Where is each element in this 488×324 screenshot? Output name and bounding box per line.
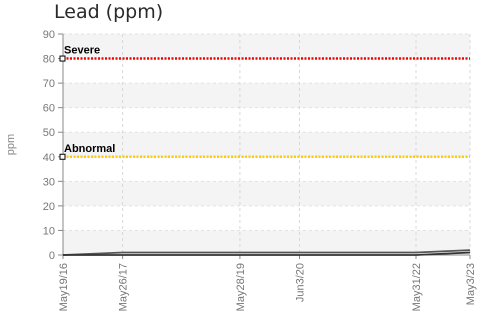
x-tick-label: May26/17 xyxy=(118,263,130,311)
x-tick-label: May28/19 xyxy=(235,263,247,311)
threshold-label: Severe xyxy=(64,45,100,57)
y-tick-label: 0 xyxy=(49,250,55,262)
threshold-marker xyxy=(59,153,66,160)
y-tick-label: 30 xyxy=(43,176,55,188)
y-tick-label: 50 xyxy=(43,127,55,139)
series-line xyxy=(63,251,471,256)
y-tick-label: 90 xyxy=(43,29,55,41)
y-tick-label: 70 xyxy=(43,78,55,90)
data-series xyxy=(62,249,471,256)
plot-band xyxy=(63,230,470,255)
y-tick-label: 20 xyxy=(43,201,55,213)
x-tick-label: Jun3/20 xyxy=(295,263,307,302)
threshold-label: Abnormal xyxy=(64,143,115,155)
x-tick-labels: May19/16 May26/17 May28/19 Jun3/20 May31/22 M… xyxy=(58,263,477,311)
threshold-marker xyxy=(59,55,66,62)
y-tick-label: 10 xyxy=(43,225,55,237)
x-tick-label: May3/23 xyxy=(465,263,477,305)
plot-band xyxy=(63,83,470,108)
plot-bands xyxy=(63,34,470,255)
y-axis-label: ppm xyxy=(5,134,17,155)
chart-title: Lead (ppm) xyxy=(54,1,164,23)
threshold-lines: Severe Abnormal xyxy=(59,45,470,160)
series-line xyxy=(62,249,471,256)
plot-band xyxy=(63,181,470,206)
y-tick-label: 60 xyxy=(43,103,55,115)
y-tick-label: 40 xyxy=(43,152,55,164)
x-tick-label: May31/22 xyxy=(411,263,423,311)
x-tick-label: May19/16 xyxy=(58,263,70,311)
plot-band xyxy=(63,34,470,59)
plot-band xyxy=(63,132,470,157)
y-tick-label: 80 xyxy=(43,54,55,66)
y-tick-labels: 0 10 20 30 40 50 60 70 80 90 xyxy=(43,29,55,262)
